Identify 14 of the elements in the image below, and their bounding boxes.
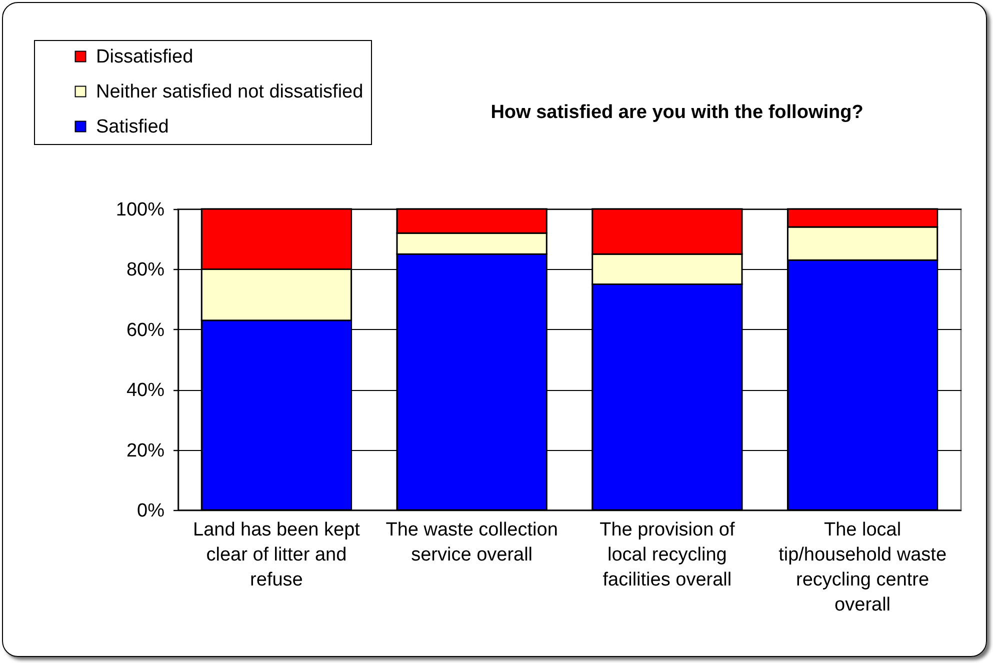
chart-title: How satisfied are you with the following? — [490, 102, 864, 123]
y-tick-label: 40% — [126, 380, 165, 402]
x-tick-label: The provision of local recycling facilities overall — [600, 520, 736, 590]
y-tick-label: 100% — [116, 200, 165, 220]
legend-label: Dissatisfied — [96, 46, 194, 68]
y-tick-label: 20% — [126, 440, 165, 462]
y-tick-label: 60% — [126, 320, 165, 341]
x-tick-label: Land has been kept clear of litter and refuse — [193, 520, 361, 590]
y-tick-label: 0% — [137, 500, 165, 522]
legend-label: Satisfied — [96, 116, 169, 138]
legend-label: Neither satisfied not dissatisfied — [96, 82, 364, 102]
x-tick-label: The local tip/household waste recycling centre overall — [778, 520, 947, 616]
x-tick-label: The waste collection service overall — [386, 520, 558, 566]
y-tick-label: 80% — [126, 260, 165, 281]
